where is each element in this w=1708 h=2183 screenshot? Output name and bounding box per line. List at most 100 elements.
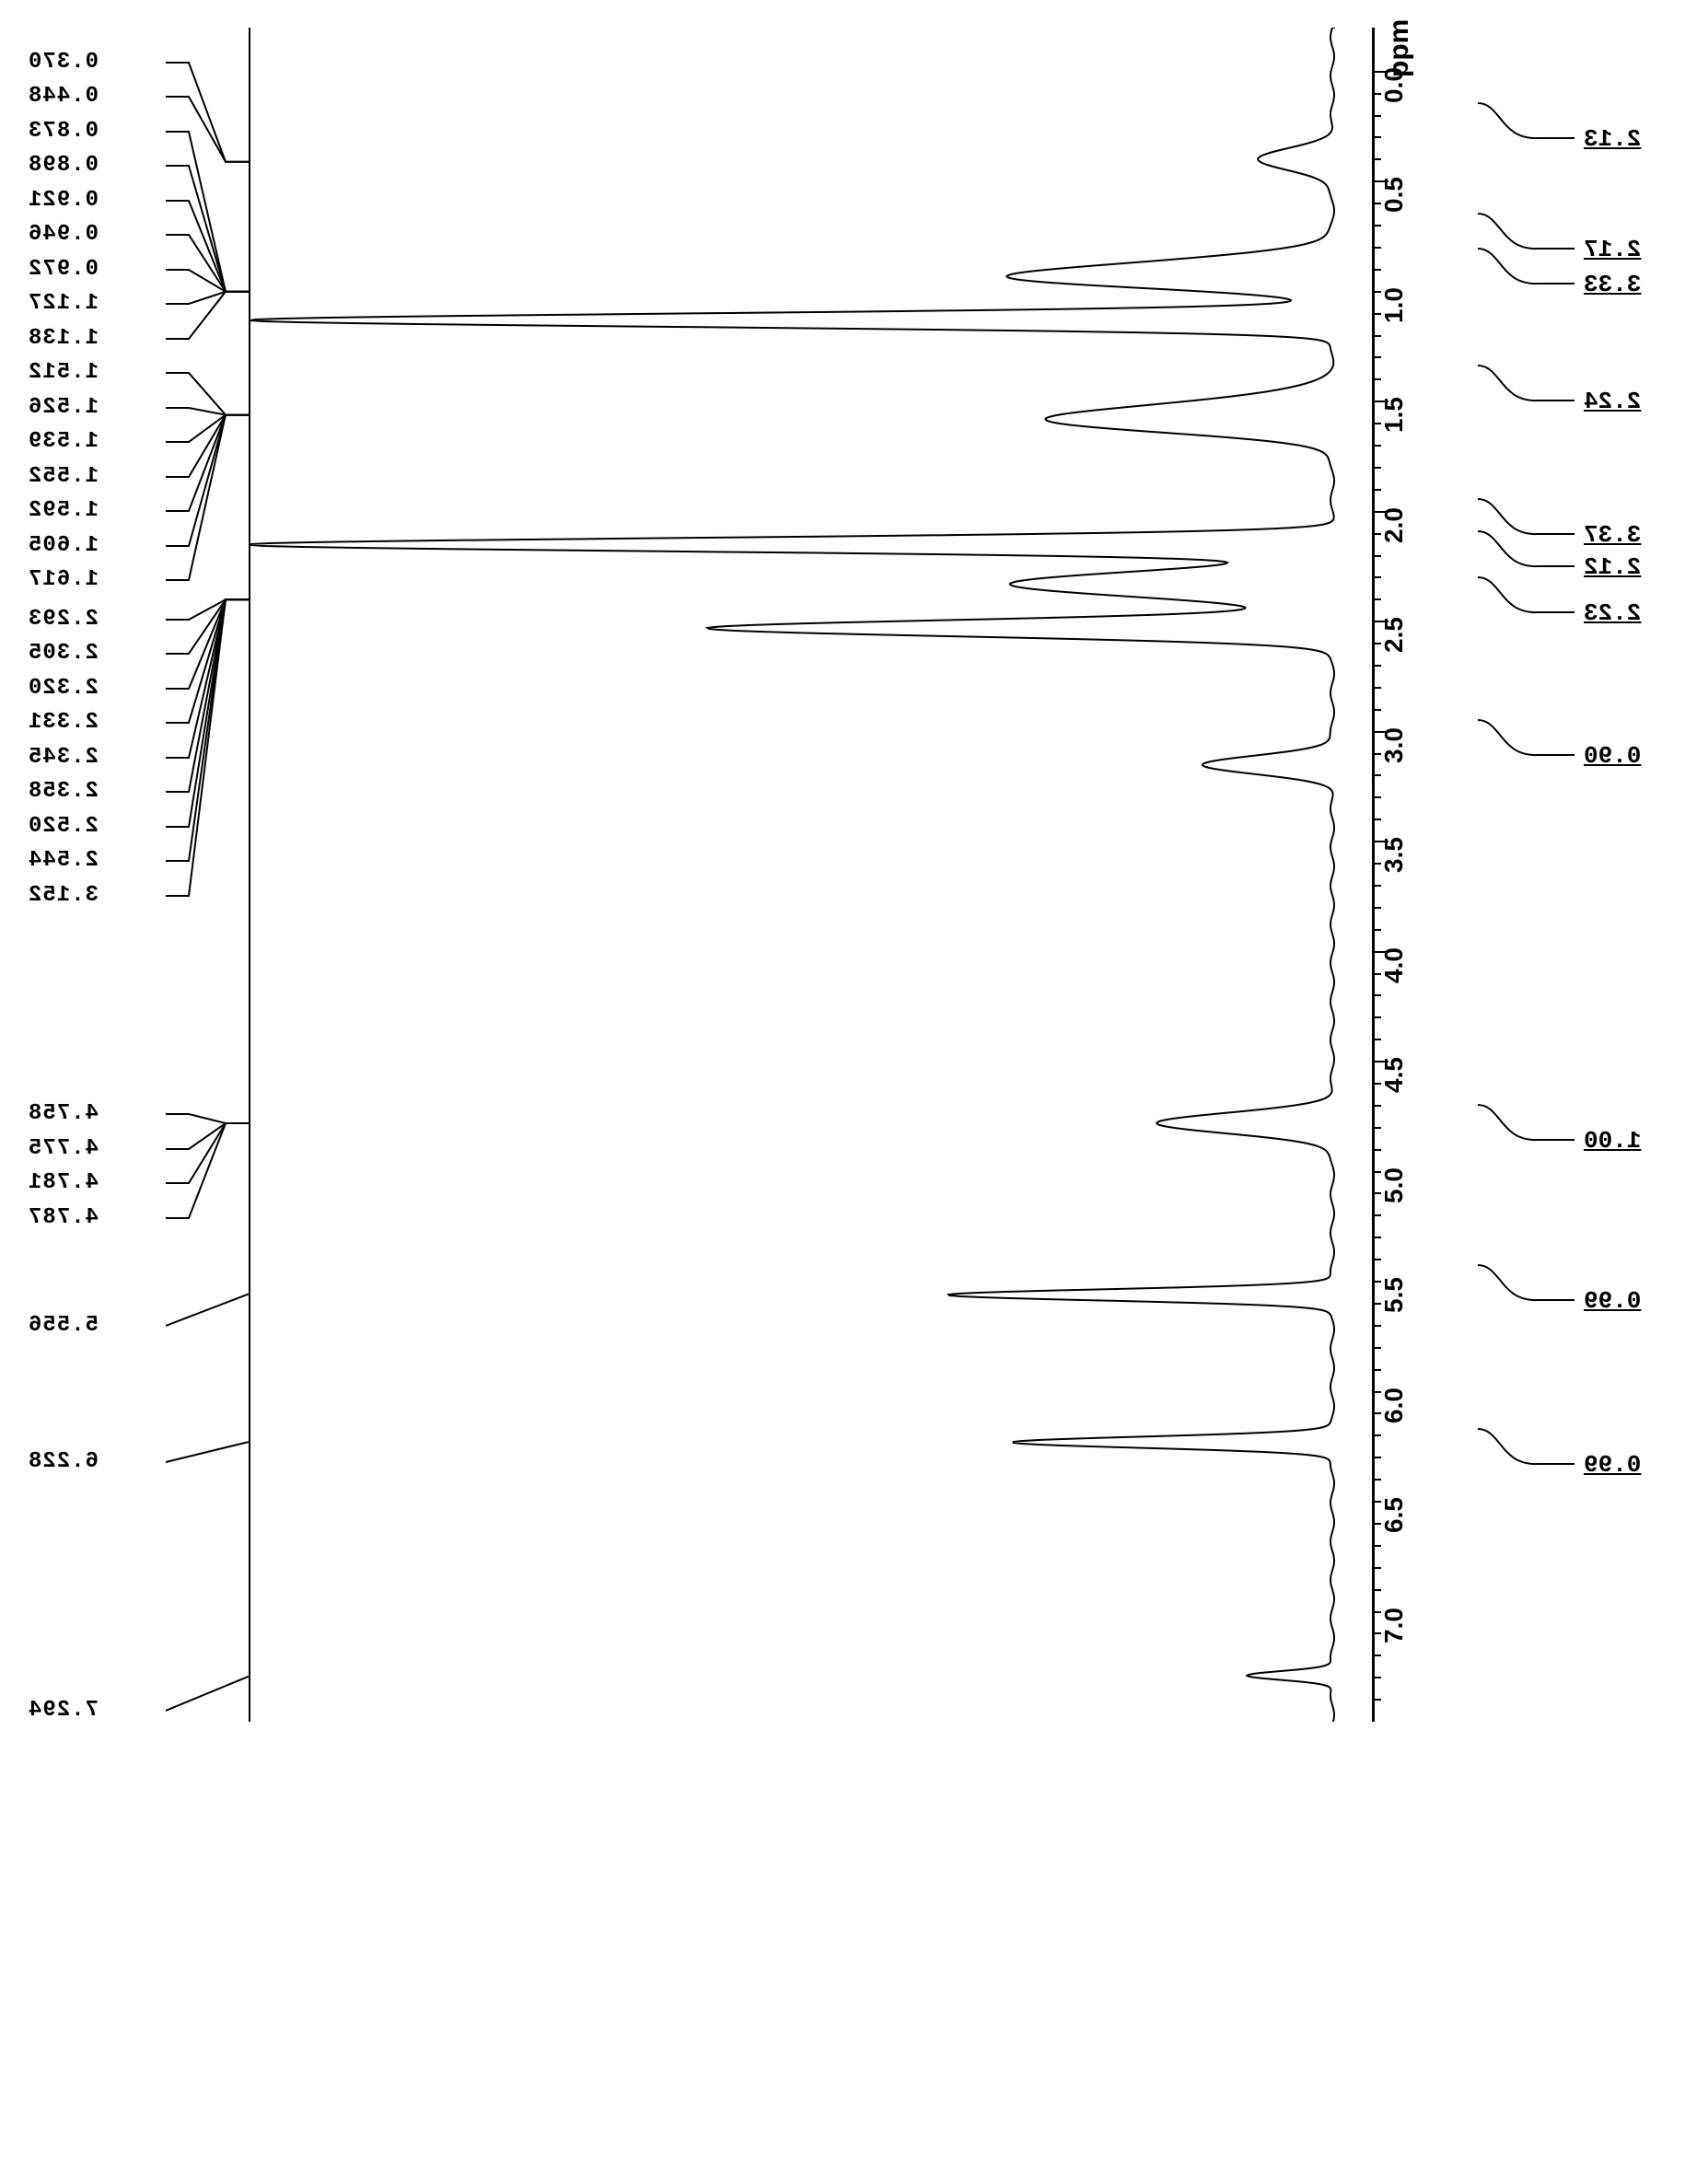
peak-label: 4.758 — [28, 1101, 99, 1126]
peak-label: 0.370 — [28, 50, 99, 75]
x-tick-minor — [1372, 1699, 1381, 1701]
x-tick-minor — [1372, 796, 1381, 798]
peak-label: 5.556 — [28, 1313, 99, 1338]
integration-label: 0.99 — [1584, 1451, 1641, 1479]
x-tick-minor — [1372, 467, 1381, 469]
peak-label: 0.448 — [28, 84, 99, 109]
x-tick-minor — [1372, 709, 1381, 711]
peak-label: 4.787 — [28, 1205, 99, 1230]
peak-label: 2.358 — [28, 779, 99, 804]
peak-label: 2.305 — [28, 641, 99, 666]
x-tick-label: 6.0 — [1379, 1388, 1409, 1423]
x-tick-minor — [1372, 1214, 1381, 1216]
peak-label: 0.972 — [28, 257, 99, 282]
integration-area: 2.132.173.332.243.372.122.230.901.000.99… — [1473, 28, 1685, 1722]
x-tick-minor — [1372, 907, 1381, 909]
x-tick-minor — [1372, 225, 1381, 226]
integration-label: 0.90 — [1584, 742, 1641, 770]
integration-label: 2.23 — [1584, 599, 1641, 627]
peak-label: 3.152 — [28, 883, 99, 908]
peak-label: 4.775 — [28, 1136, 99, 1161]
integration-label: 3.33 — [1584, 271, 1641, 298]
x-tick-minor — [1372, 774, 1381, 776]
x-tick-minor — [1372, 885, 1381, 887]
x-tick-minor — [1372, 1259, 1381, 1260]
peak-label: 1.552 — [28, 464, 99, 489]
x-tick-minor — [1372, 1369, 1381, 1371]
x-tick-minor — [1372, 598, 1381, 600]
x-tick-label: 5.5 — [1379, 1277, 1409, 1313]
x-tick-minor — [1372, 687, 1381, 689]
x-tick-minor — [1372, 994, 1381, 996]
x-tick-label: 2.5 — [1379, 617, 1409, 653]
peak-label: 1.512 — [28, 360, 99, 385]
x-tick-minor — [1372, 115, 1381, 117]
integration-label: 2.24 — [1584, 388, 1641, 415]
peak-label: 1.138 — [28, 326, 99, 351]
peak-label: 7.294 — [28, 1698, 99, 1723]
x-tick-minor — [1372, 489, 1381, 491]
spectrum-plot — [249, 28, 1344, 1722]
peak-label: 4.781 — [28, 1170, 99, 1195]
peak-label: 2.320 — [28, 676, 99, 701]
x-tick-minor — [1372, 1434, 1381, 1436]
x-tick-label: 4.0 — [1379, 947, 1409, 983]
peak-label: 2.293 — [28, 607, 99, 632]
peak-label: 2.331 — [28, 710, 99, 735]
x-tick-label: 1.0 — [1379, 287, 1409, 323]
peak-label: 1.605 — [28, 533, 99, 558]
x-tick-minor — [1372, 1325, 1381, 1327]
x-tick-minor — [1372, 1149, 1381, 1151]
integration-label: 0.99 — [1584, 1287, 1641, 1315]
x-tick-minor — [1372, 1105, 1381, 1107]
x-tick-minor — [1372, 819, 1381, 820]
x-tick-minor — [1372, 1589, 1381, 1591]
peak-label: 1.592 — [28, 498, 99, 523]
x-tick-minor — [1372, 1127, 1381, 1129]
x-tick-minor — [1372, 1237, 1381, 1238]
x-tick-label: 4.5 — [1379, 1057, 1409, 1093]
x-tick-minor — [1372, 1016, 1381, 1018]
integration-label: 2.17 — [1584, 236, 1641, 263]
nmr-spectrum-container: 0.3700.4480.8730.8980.9210.9460.9721.127… — [0, 0, 1708, 2183]
x-tick-minor — [1372, 1039, 1381, 1040]
x-tick-minor — [1372, 1655, 1381, 1656]
peak-label: 1.617 — [28, 567, 99, 592]
peak-label: 0.946 — [28, 222, 99, 247]
peak-tree-lines — [166, 28, 249, 1722]
x-tick-minor — [1372, 335, 1381, 337]
x-tick-minor — [1372, 1347, 1381, 1349]
peak-label: 2.345 — [28, 745, 99, 770]
peak-label: 0.873 — [28, 119, 99, 144]
peak-label: 1.539 — [28, 429, 99, 454]
peak-label: 0.921 — [28, 188, 99, 213]
integration-label: 2.13 — [1584, 125, 1641, 153]
x-tick-label: 6.5 — [1379, 1497, 1409, 1533]
x-tick-minor — [1372, 136, 1381, 138]
x-tick-label: 3.5 — [1379, 837, 1409, 873]
x-axis: 0.00.51.01.52.02.53.03.54.04.55.05.56.06… — [1372, 28, 1455, 1722]
x-tick-label: 5.0 — [1379, 1167, 1409, 1203]
x-tick-label: 0.5 — [1379, 177, 1409, 213]
x-tick-label: 7.0 — [1379, 1608, 1409, 1643]
integration-label: 2.12 — [1584, 553, 1641, 581]
x-tick-minor — [1372, 158, 1381, 160]
peak-label: 2.544 — [28, 848, 99, 873]
x-tick-minor — [1372, 1545, 1381, 1547]
x-tick-minor — [1372, 1479, 1381, 1480]
x-tick-label: 1.5 — [1379, 397, 1409, 433]
peak-label: 1.526 — [28, 395, 99, 420]
x-tick-minor — [1372, 269, 1381, 271]
x-tick-minor — [1372, 1567, 1381, 1569]
peak-label: 2.520 — [28, 814, 99, 839]
x-tick-minor — [1372, 665, 1381, 667]
integration-label: 3.37 — [1584, 521, 1641, 549]
x-tick-label: 2.0 — [1379, 507, 1409, 543]
x-tick-minor — [1372, 1677, 1381, 1678]
x-tick-minor — [1372, 576, 1381, 578]
x-axis-line — [1372, 28, 1375, 1722]
x-tick-minor — [1372, 445, 1381, 447]
x-tick-minor — [1372, 929, 1381, 931]
x-tick-minor — [1372, 1457, 1381, 1458]
x-tick-label: 3.0 — [1379, 727, 1409, 763]
